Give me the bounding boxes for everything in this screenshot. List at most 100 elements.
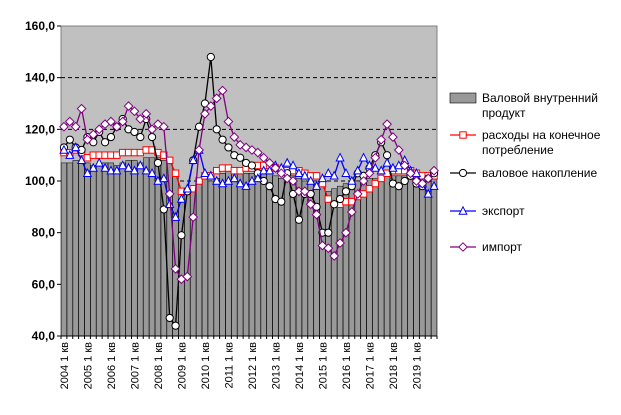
import-series-point <box>94 124 105 135</box>
export-series-point <box>112 165 122 175</box>
gdp-bar <box>201 175 208 337</box>
gdp-bar <box>260 173 267 337</box>
export-series-point <box>347 175 357 185</box>
export-series-point <box>165 198 175 208</box>
gdp-bar <box>395 175 402 337</box>
x-tick-label: 2019 1 кв <box>411 342 423 390</box>
gdp-bar <box>72 160 79 337</box>
x-tick-label: 2015 1 кв <box>317 342 329 390</box>
x-tick-label: 2009 1 кв <box>176 342 188 390</box>
consumption-series-point <box>377 174 385 183</box>
consumption-series-point <box>171 169 180 177</box>
x-tick-label: 2011 1 кв <box>223 342 235 389</box>
export-series-point <box>170 211 181 221</box>
gdp-bar <box>219 173 226 337</box>
legend-marker <box>458 205 468 215</box>
export-series-point <box>353 165 363 175</box>
import-series-point <box>70 121 81 132</box>
import-series-point <box>64 116 75 127</box>
import-series-point <box>364 168 375 179</box>
gdp-bar <box>60 162 67 337</box>
consumption-series-point <box>324 195 333 203</box>
gdp-bar <box>119 162 126 337</box>
gdp-bar <box>401 175 408 337</box>
gdp-bar <box>360 178 367 337</box>
x-tick-label: 2008 1 кв <box>153 342 165 390</box>
x-tick-label: 2010 1 кв <box>200 342 212 390</box>
export-series-point <box>94 157 104 167</box>
y-tick-label: 100,0 <box>25 174 55 188</box>
gdp-bar <box>102 162 109 337</box>
import-series-point <box>170 263 181 274</box>
import-series-point <box>247 145 257 155</box>
export-series-point <box>429 180 439 190</box>
import-series-point <box>264 158 275 168</box>
x-tick-label: 2014 1 кв <box>294 342 306 390</box>
import-series-point <box>393 145 404 155</box>
gdp-bar <box>389 175 396 337</box>
export-series-point <box>223 175 234 185</box>
x-tick-label: 2012 1 кв <box>247 342 259 390</box>
investment-series-point <box>236 153 245 162</box>
import-series-point <box>194 145 204 155</box>
gdp-bar <box>237 170 244 337</box>
export-series-point <box>358 152 369 162</box>
export-series-point <box>82 167 93 177</box>
export-series-point <box>200 167 210 177</box>
gdp-bar <box>84 162 91 337</box>
export-series-point <box>382 157 392 167</box>
gdp-bar <box>184 193 191 337</box>
gdp-bar <box>125 160 132 337</box>
import-series-point <box>305 199 316 210</box>
legend-marker <box>458 242 468 252</box>
export-series-point <box>118 160 128 170</box>
export-series-point <box>212 175 222 185</box>
export-series-point <box>76 155 87 165</box>
plot-area <box>59 25 439 337</box>
gdp-bar <box>243 173 250 337</box>
gdp-bar <box>107 162 114 337</box>
gdp-bar <box>143 157 150 337</box>
import-series-point <box>352 189 363 199</box>
export-series-point <box>294 167 304 177</box>
gdp-bar <box>413 178 420 337</box>
export-series-point <box>153 175 163 185</box>
export-series-point <box>288 160 298 170</box>
legend-label: продукт <box>482 106 526 120</box>
export-series-point <box>329 170 339 180</box>
import-series-point <box>346 207 357 217</box>
gdp-bar <box>248 173 255 337</box>
import-series-point <box>370 152 381 163</box>
investment-series-point <box>277 197 286 206</box>
export-series-point <box>141 165 151 175</box>
export-series-point <box>317 173 328 183</box>
gdp-bar <box>325 191 332 337</box>
export-series-point <box>159 173 169 183</box>
gdp-bar <box>342 183 349 337</box>
export-series-point <box>176 193 187 203</box>
investment-series-point <box>194 122 204 131</box>
export-series-point <box>135 160 145 170</box>
import-series-point <box>252 147 263 158</box>
gdp-bar <box>131 160 138 337</box>
gdp-bar <box>407 175 414 337</box>
x-tick-label: 2013 1 кв <box>270 342 282 390</box>
gdp-bar <box>337 185 344 337</box>
gdp-bar <box>384 175 391 337</box>
import-series-point <box>235 139 246 150</box>
gdp-bar <box>231 170 238 337</box>
investment-series-point <box>341 187 351 196</box>
investment-series-point <box>330 200 339 209</box>
gdp-bar <box>78 162 85 337</box>
export-series-point <box>388 162 398 172</box>
import-series-point <box>153 119 163 130</box>
gdp-bar <box>354 180 361 337</box>
legend-item-import: импорт <box>450 240 523 254</box>
gdp-bar <box>431 175 438 337</box>
export-series-point <box>264 165 275 175</box>
export-series-point <box>188 155 198 165</box>
investment-series-point <box>218 135 227 144</box>
